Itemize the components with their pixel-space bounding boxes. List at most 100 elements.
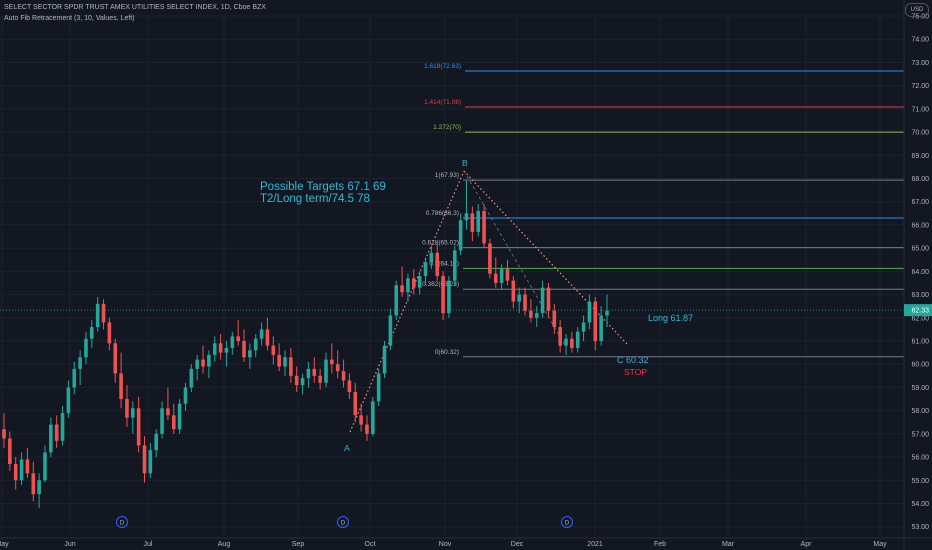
long-label: Long 61.87	[648, 313, 693, 323]
point-a-label: A	[344, 443, 350, 453]
candle-body	[49, 424, 53, 453]
candle-body	[289, 357, 293, 376]
candle-body	[183, 387, 188, 404]
candle-body	[493, 273, 498, 283]
y-tick-label: 65.00	[911, 246, 929, 253]
candle-body	[470, 213, 475, 232]
y-tick-label: 54.00	[911, 501, 929, 508]
candle-body	[230, 336, 235, 348]
candle-body	[359, 415, 363, 425]
candle-body	[452, 250, 457, 281]
fib-label: 0(60.32)	[435, 349, 459, 356]
y-tick-label: 72.00	[911, 83, 929, 90]
candle-body	[593, 301, 598, 341]
candle-body	[271, 345, 276, 355]
y-tick-label: 58.00	[911, 408, 929, 415]
candle-body	[224, 347, 229, 353]
fib-levels: 1.618(72.63) 1.414(71.08) 1.272(70) 1(67.93…	[0, 63, 904, 358]
candle-body	[570, 338, 574, 348]
fib-label: 0.618(65.02)	[422, 240, 459, 247]
y-tick-label: 66.00	[911, 222, 929, 229]
y-tick-label: 71.00	[911, 106, 929, 113]
fib-label: 1.414(71.08)	[424, 99, 461, 106]
last-price-tag	[904, 304, 932, 317]
candle-body	[335, 364, 340, 372]
candle-body	[101, 303, 106, 323]
candle-body	[330, 359, 334, 365]
candle-body	[540, 287, 545, 314]
x-tick-label: Apr	[801, 541, 813, 548]
candle-body	[8, 438, 12, 465]
candle-body	[605, 310, 609, 316]
candle-body	[148, 450, 153, 474]
candle-body	[25, 459, 30, 474]
y-tick-label: 74.00	[911, 37, 929, 44]
candle-body	[259, 329, 264, 339]
fib-label: 1.272(70)	[433, 124, 461, 131]
candle-body	[113, 343, 118, 374]
candle-body	[119, 373, 123, 400]
y-tick-label: 56.00	[911, 455, 929, 462]
x-tick-label: Jun	[64, 541, 75, 548]
candle-body	[564, 338, 568, 346]
candle-body	[423, 262, 428, 276]
y-tick-label: 70.00	[911, 130, 929, 137]
candle-body	[177, 403, 182, 430]
candle-body	[324, 359, 328, 383]
last-price-label: 62.33	[911, 308, 929, 315]
y-tick-label: 62.00	[911, 315, 929, 322]
y-tick-label: 59.00	[911, 385, 929, 392]
candle-body	[300, 378, 305, 386]
x-tick-label: Oct	[365, 541, 376, 548]
candle-body	[136, 408, 141, 446]
x-tick-label: Aug	[218, 541, 231, 548]
dividend-marker-label: D	[341, 521, 346, 527]
candle-body	[447, 280, 451, 314]
c-label: C 60.32	[617, 355, 649, 365]
candle-body	[283, 357, 287, 367]
y-tick-label: 68.00	[911, 176, 929, 183]
candle-body	[587, 301, 592, 323]
candle-body	[154, 433, 159, 451]
candle-body	[382, 345, 387, 374]
candle-body	[406, 278, 410, 293]
fib-label: 1.618(72.63)	[424, 63, 461, 70]
candle-body	[400, 285, 404, 293]
candle-body	[218, 343, 223, 353]
candle-body	[505, 269, 510, 281]
candle-body	[72, 368, 77, 388]
candle-body	[201, 359, 205, 367]
candle-body	[511, 280, 516, 302]
candle-body	[318, 375, 322, 383]
time-axis: May Jun Jul Aug Sep Oct Nov Dec 2021 Feb Mar Apr May	[0, 541, 887, 548]
point-b-label: B	[462, 158, 468, 168]
candle-body	[341, 371, 346, 381]
candle-body	[160, 408, 164, 434]
candle-body	[66, 387, 71, 413]
dividend-marker	[116, 516, 128, 528]
y-tick-label: 55.00	[911, 478, 929, 485]
candle-body	[365, 424, 369, 434]
candle-body	[189, 368, 194, 388]
candle-body	[78, 357, 82, 369]
fib-label: 0.382(63.23)	[422, 281, 459, 288]
dividend-marker-label: D	[565, 521, 570, 527]
candle-body	[125, 399, 129, 418]
indicator-label: Auto Fib Retracement (3, 10, Values, Lef…	[4, 15, 135, 22]
candle-body	[417, 276, 422, 288]
candle-body	[482, 211, 486, 244]
candle-body	[242, 341, 246, 358]
currency-button[interactable]: USD	[905, 3, 929, 17]
candle-body	[546, 287, 551, 311]
chart-title: SELECT SECTOR SPDR TRUST AMEX UTILITIES …	[4, 4, 266, 11]
candle-body	[312, 368, 317, 376]
candle-body	[388, 315, 393, 346]
y-tick-label: 73.00	[911, 60, 929, 67]
y-tick-label: 69.00	[911, 153, 929, 160]
y-tick-label: 60.00	[911, 362, 929, 369]
candle-body	[107, 322, 112, 344]
candle-body	[581, 322, 586, 332]
